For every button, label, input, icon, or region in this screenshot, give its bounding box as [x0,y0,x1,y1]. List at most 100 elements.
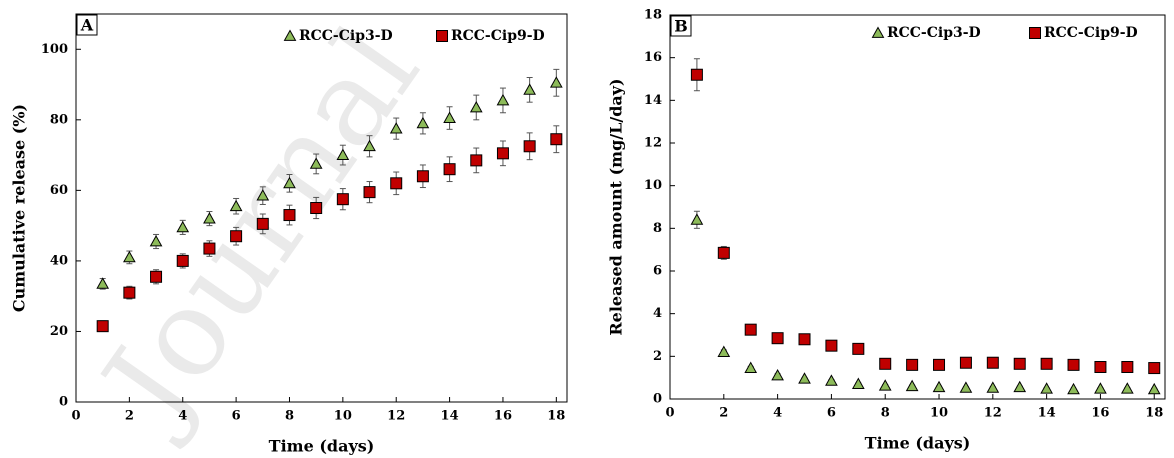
legend-swatch [436,30,448,42]
x-tick-label: 6 [232,409,241,424]
marker-triangle [1040,382,1053,394]
marker-triangle [690,213,704,225]
y-tick-label: 18 [644,8,662,23]
marker-square [771,332,784,345]
x-axis-title: Time (days) [269,437,375,456]
marker-square [443,163,456,176]
x-tick-label: 16 [494,409,512,424]
marker-triangle [416,116,430,129]
marker-square [256,217,269,230]
y-tick-label: 100 [41,42,68,57]
marker-triangle [229,199,243,212]
legend-label: RCC-Cip9-D [451,28,545,44]
marker-square [906,358,919,371]
y-tick-label: 6 [653,264,662,279]
marker-square [717,246,730,259]
marker-triangle [717,345,731,357]
marker-square [203,242,216,255]
marker-triangle [1067,382,1080,395]
x-tick-label: 8 [881,406,890,421]
marker-square [363,186,376,199]
marker-square [176,254,189,267]
marker-square [96,320,109,333]
y-tick-label: 16 [644,50,662,65]
plot-frame [75,13,568,403]
marker-triangle [549,76,563,88]
marker-square [336,193,349,206]
x-tick-label: 8 [285,409,294,424]
marker-triangle [256,189,270,201]
marker-square [798,333,811,346]
marker-triangle [283,176,296,189]
x-tick-label: 4 [773,406,782,421]
marker-triangle [123,250,136,263]
marker-triangle [1013,380,1027,393]
legend-label: RCC-Cip9-D [1044,25,1138,41]
marker-triangle [744,361,758,373]
marker-triangle [878,379,892,391]
marker-square [825,339,838,352]
marker-square [310,202,323,214]
x-tick-label: 6 [827,406,836,421]
marker-triangle [1147,382,1161,395]
marker-square [1013,357,1026,370]
marker-square [933,358,946,371]
panel-label-box [76,14,98,36]
marker-square [283,209,296,222]
marker-triangle [176,220,190,233]
marker-triangle [443,111,456,123]
legend-swatch [1029,27,1041,39]
x-tick-label: 18 [547,409,565,424]
marker-square [986,356,999,369]
marker-triangle [798,372,811,384]
y-tick-label: 60 [50,183,68,198]
marker-triangle [959,381,973,393]
y-tick-label: 4 [653,306,662,321]
marker-triangle [309,157,323,169]
marker-triangle [1120,382,1134,394]
y-tick-label: 20 [50,324,68,339]
y-tick-label: 80 [50,112,68,127]
x-tick-label: 16 [1091,406,1109,421]
marker-square [390,177,403,190]
marker-square [416,170,429,183]
marker-square [852,342,865,355]
legend-swatch [871,26,885,38]
marker-triangle [469,100,483,113]
marker-square [744,323,757,336]
marker-square [959,356,972,369]
y-tick-label: 14 [644,93,662,108]
legend-swatch [283,29,297,41]
y-tick-label: 2 [653,349,662,364]
y-axis-title: Released amount (mg/L/day) [607,78,626,335]
marker-triangle [986,381,1000,393]
x-axis-title: Time (days) [865,434,971,453]
marker-triangle [389,122,403,134]
x-tick-label: 12 [984,406,1002,421]
y-axis-title: Cumulative release (%) [10,104,29,312]
marker-triangle [523,83,536,95]
x-tick-label: 10 [930,406,948,421]
marker-square [523,140,536,153]
marker-triangle [496,93,510,106]
marker-square [1094,361,1107,373]
marker-square [1040,357,1053,370]
marker-square [879,357,892,370]
y-tick-label: 0 [653,392,662,407]
x-tick-label: 10 [334,409,352,424]
marker-triangle [363,139,376,152]
marker-triangle [1094,382,1107,394]
x-tick-label: 0 [71,409,80,424]
x-tick-label: 14 [1038,406,1056,421]
y-tick-label: 8 [653,221,662,236]
x-tick-label: 4 [178,409,187,424]
marker-square [690,68,703,81]
marker-square [470,154,483,167]
x-tick-label: 0 [665,406,674,421]
marker-triangle [336,148,350,160]
y-tick-label: 0 [59,395,68,410]
y-tick-label: 40 [50,253,68,268]
marker-triangle [851,377,865,389]
marker-triangle [905,379,919,392]
